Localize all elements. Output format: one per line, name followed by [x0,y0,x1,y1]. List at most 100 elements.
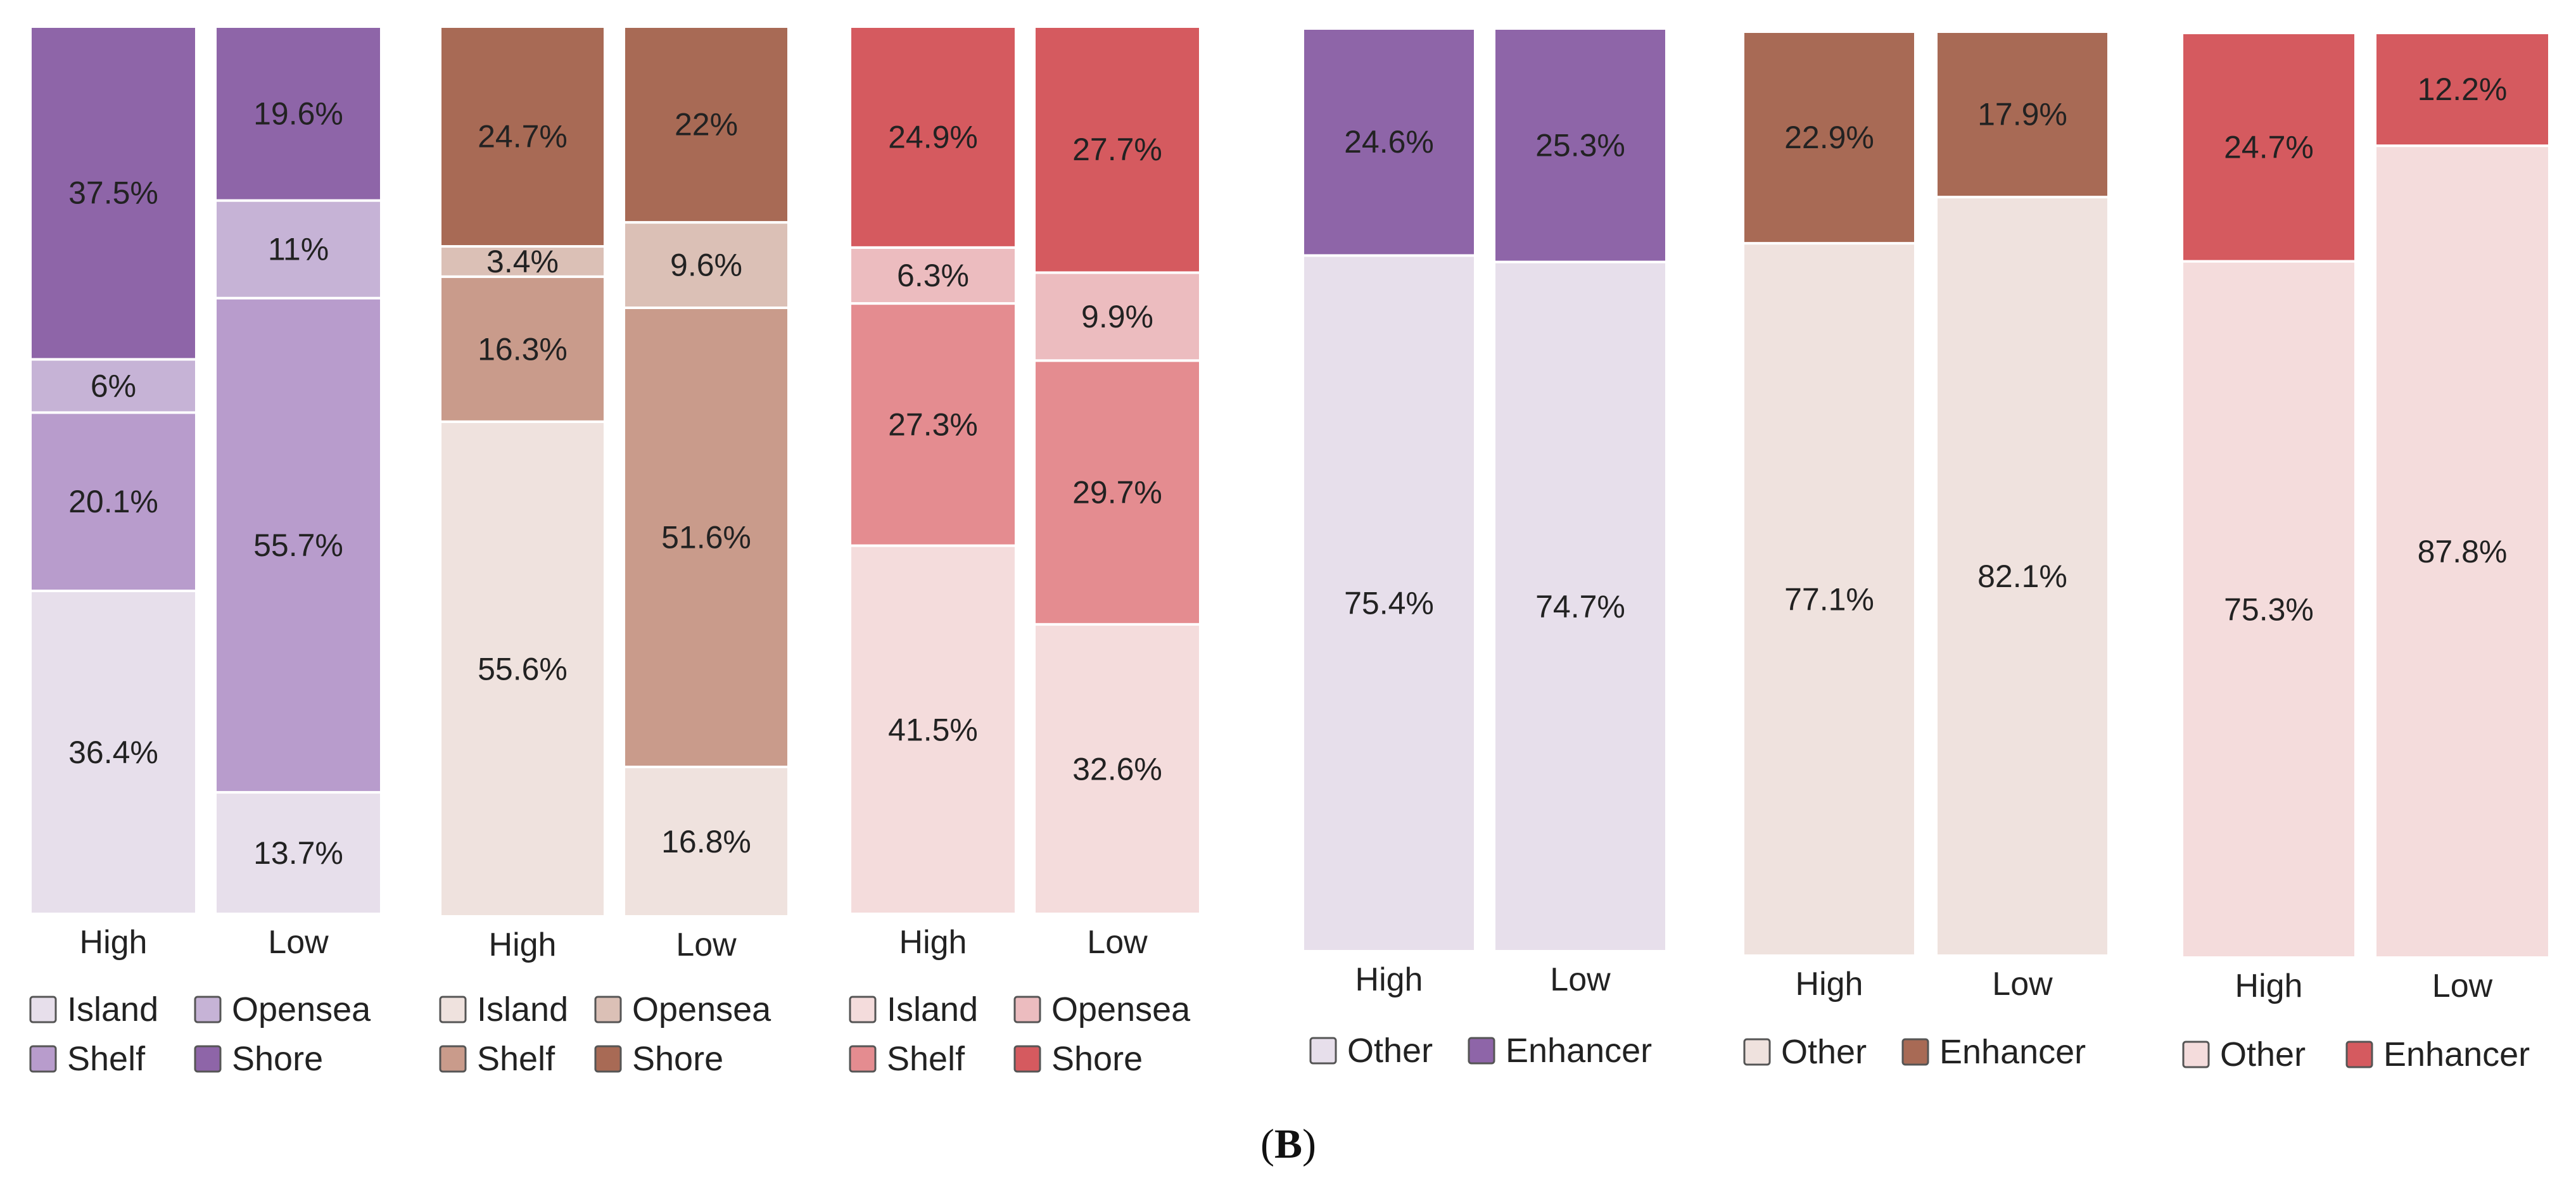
data-label: 9.6% [670,248,742,283]
bar-segment-enhancer [1493,27,1668,263]
chart-4: 75.4% 24.6% High 74.7% 25.3% Low Other Enhancer [1302,27,1668,1070]
category-label: High [1355,961,1423,998]
legend-label: Enhancer [1939,1033,2086,1071]
bar-segment-island [623,765,790,918]
legend: Other Enhancer [1309,1032,1652,1070]
data-label: 12.2% [2418,72,2508,107]
category-label: Low [268,924,329,961]
legend: Other Enhancer [2182,1035,2530,1073]
legend-label: Enhancer [2383,1035,2530,1073]
data-label: 82.1% [1977,559,2067,594]
legend-swatch-opensea [594,996,622,1023]
data-label: 19.6% [253,96,343,131]
legend-swatch-island [29,996,57,1023]
data-label: 17.9% [1977,97,2067,132]
stacked-bar-low: 82.1% 17.9% [1935,30,2110,957]
bar-segment-other [1742,242,1917,958]
stacked-bar-low: 16.8% 51.6% 9.6% 22% [623,25,790,918]
stacked-bar-high: 36.4% 20.1% 6% 37.5% [29,25,198,915]
legend-swatch-opensea [194,996,222,1023]
bar-segment-island [849,544,1017,915]
data-label: 6% [91,368,136,403]
bar-segment-opensea [849,246,1017,305]
legend-swatch-shelf [849,1045,877,1073]
legend-label: Shelf [887,1040,965,1078]
data-label: 55.6% [478,651,568,687]
data-label: 36.4% [68,735,158,770]
data-label: 24.7% [478,119,568,155]
data-label: 75.3% [2224,592,2314,627]
legend-label: Shore [1051,1040,1143,1078]
chart-6: 75.3% 24.7% High 87.8% 12.2% Low Other Enhancer [2181,32,2551,1073]
bar-segment-enhancer [2181,32,2357,263]
bar-segment-other [1302,254,1476,953]
bar-segment-shore [849,25,1017,249]
category-label: Low [2432,968,2493,1004]
bar-segment-shore [214,25,383,202]
legend-swatch-enhancer [2345,1041,2373,1068]
legend-swatch-other [1309,1037,1337,1065]
data-label: 11% [268,232,329,267]
legend-swatch-enhancer [1901,1038,1929,1066]
legend-swatch-shore [594,1045,622,1073]
data-label: 13.7% [253,835,343,871]
data-label: 27.7% [1072,132,1162,167]
data-label: 22.9% [1784,120,1874,155]
data-label: 75.4% [1344,586,1434,621]
stacked-bar-high: 55.6% 16.3% 3.4% 24.7% [439,25,606,918]
legend-swatch-island [439,996,467,1023]
bar-segment-island [439,420,606,918]
data-label: 20.1% [68,484,158,519]
category-label: High [899,924,967,961]
category-label: Low [1992,966,2053,1003]
data-label: 24.6% [1344,124,1434,160]
legend-label: Shelf [477,1040,555,1078]
legend-label: Other [1347,1032,1433,1070]
data-label: 37.5% [68,175,158,211]
data-label: 77.1% [1784,582,1874,617]
legend-label: Other [2220,1035,2306,1073]
panel-caption: (B) [1260,1121,1316,1167]
bar-segment-opensea [439,245,606,278]
stacked-bar-high: 75.3% 24.7% [2181,32,2357,959]
bar-segment-opensea [1033,271,1202,362]
data-label: 24.9% [888,119,978,155]
legend-label: Shore [232,1040,323,1078]
data-label: 22% [675,107,738,142]
data-label: 16.8% [661,824,751,859]
bar-segment-shelf [214,296,383,794]
category-label: Low [1550,961,1611,998]
legend: Island Opensea Shelf Shore [849,991,1191,1078]
legend-label: Island [477,991,568,1029]
legend: Other Enhancer [1743,1033,2086,1071]
chart-3: 41.5% 27.3% 6.3% 24.9% High 32.6% 29.7% 9.9% 27.… [849,25,1202,1078]
legend-swatch-other [2182,1041,2210,1068]
bar-segment-island [214,791,383,915]
stacked-bar-low: 32.6% 29.7% 9.9% 27.7% [1033,25,1202,916]
bar-segment-shelf [29,411,198,593]
data-label: 24.7% [2224,129,2314,165]
category-label: High [2235,968,2303,1004]
legend: Island Opensea Shelf Shore [29,991,371,1078]
data-label: 51.6% [661,519,751,555]
data-label: 29.7% [1072,475,1162,510]
category-label: High [1796,966,1863,1003]
bar-segment-enhancer [2374,32,2551,148]
bar-segment-other [2374,144,2551,959]
data-label: 55.7% [253,528,343,563]
bar-segment-island [1033,623,1202,916]
data-label: 74.7% [1535,589,1625,624]
category-label: Low [676,927,737,963]
legend-label: Island [67,991,158,1029]
bar-segment-enhancer [1742,30,1917,245]
legend-swatch-other [1743,1038,1771,1066]
bar-segment-shore [29,25,198,361]
bar-segment-opensea [623,221,790,309]
data-label: 6.3% [897,258,969,293]
data-label: 16.3% [478,331,568,367]
bar-segment-other [2181,260,2357,959]
data-label: 25.3% [1535,127,1625,163]
category-label: High [80,924,148,961]
